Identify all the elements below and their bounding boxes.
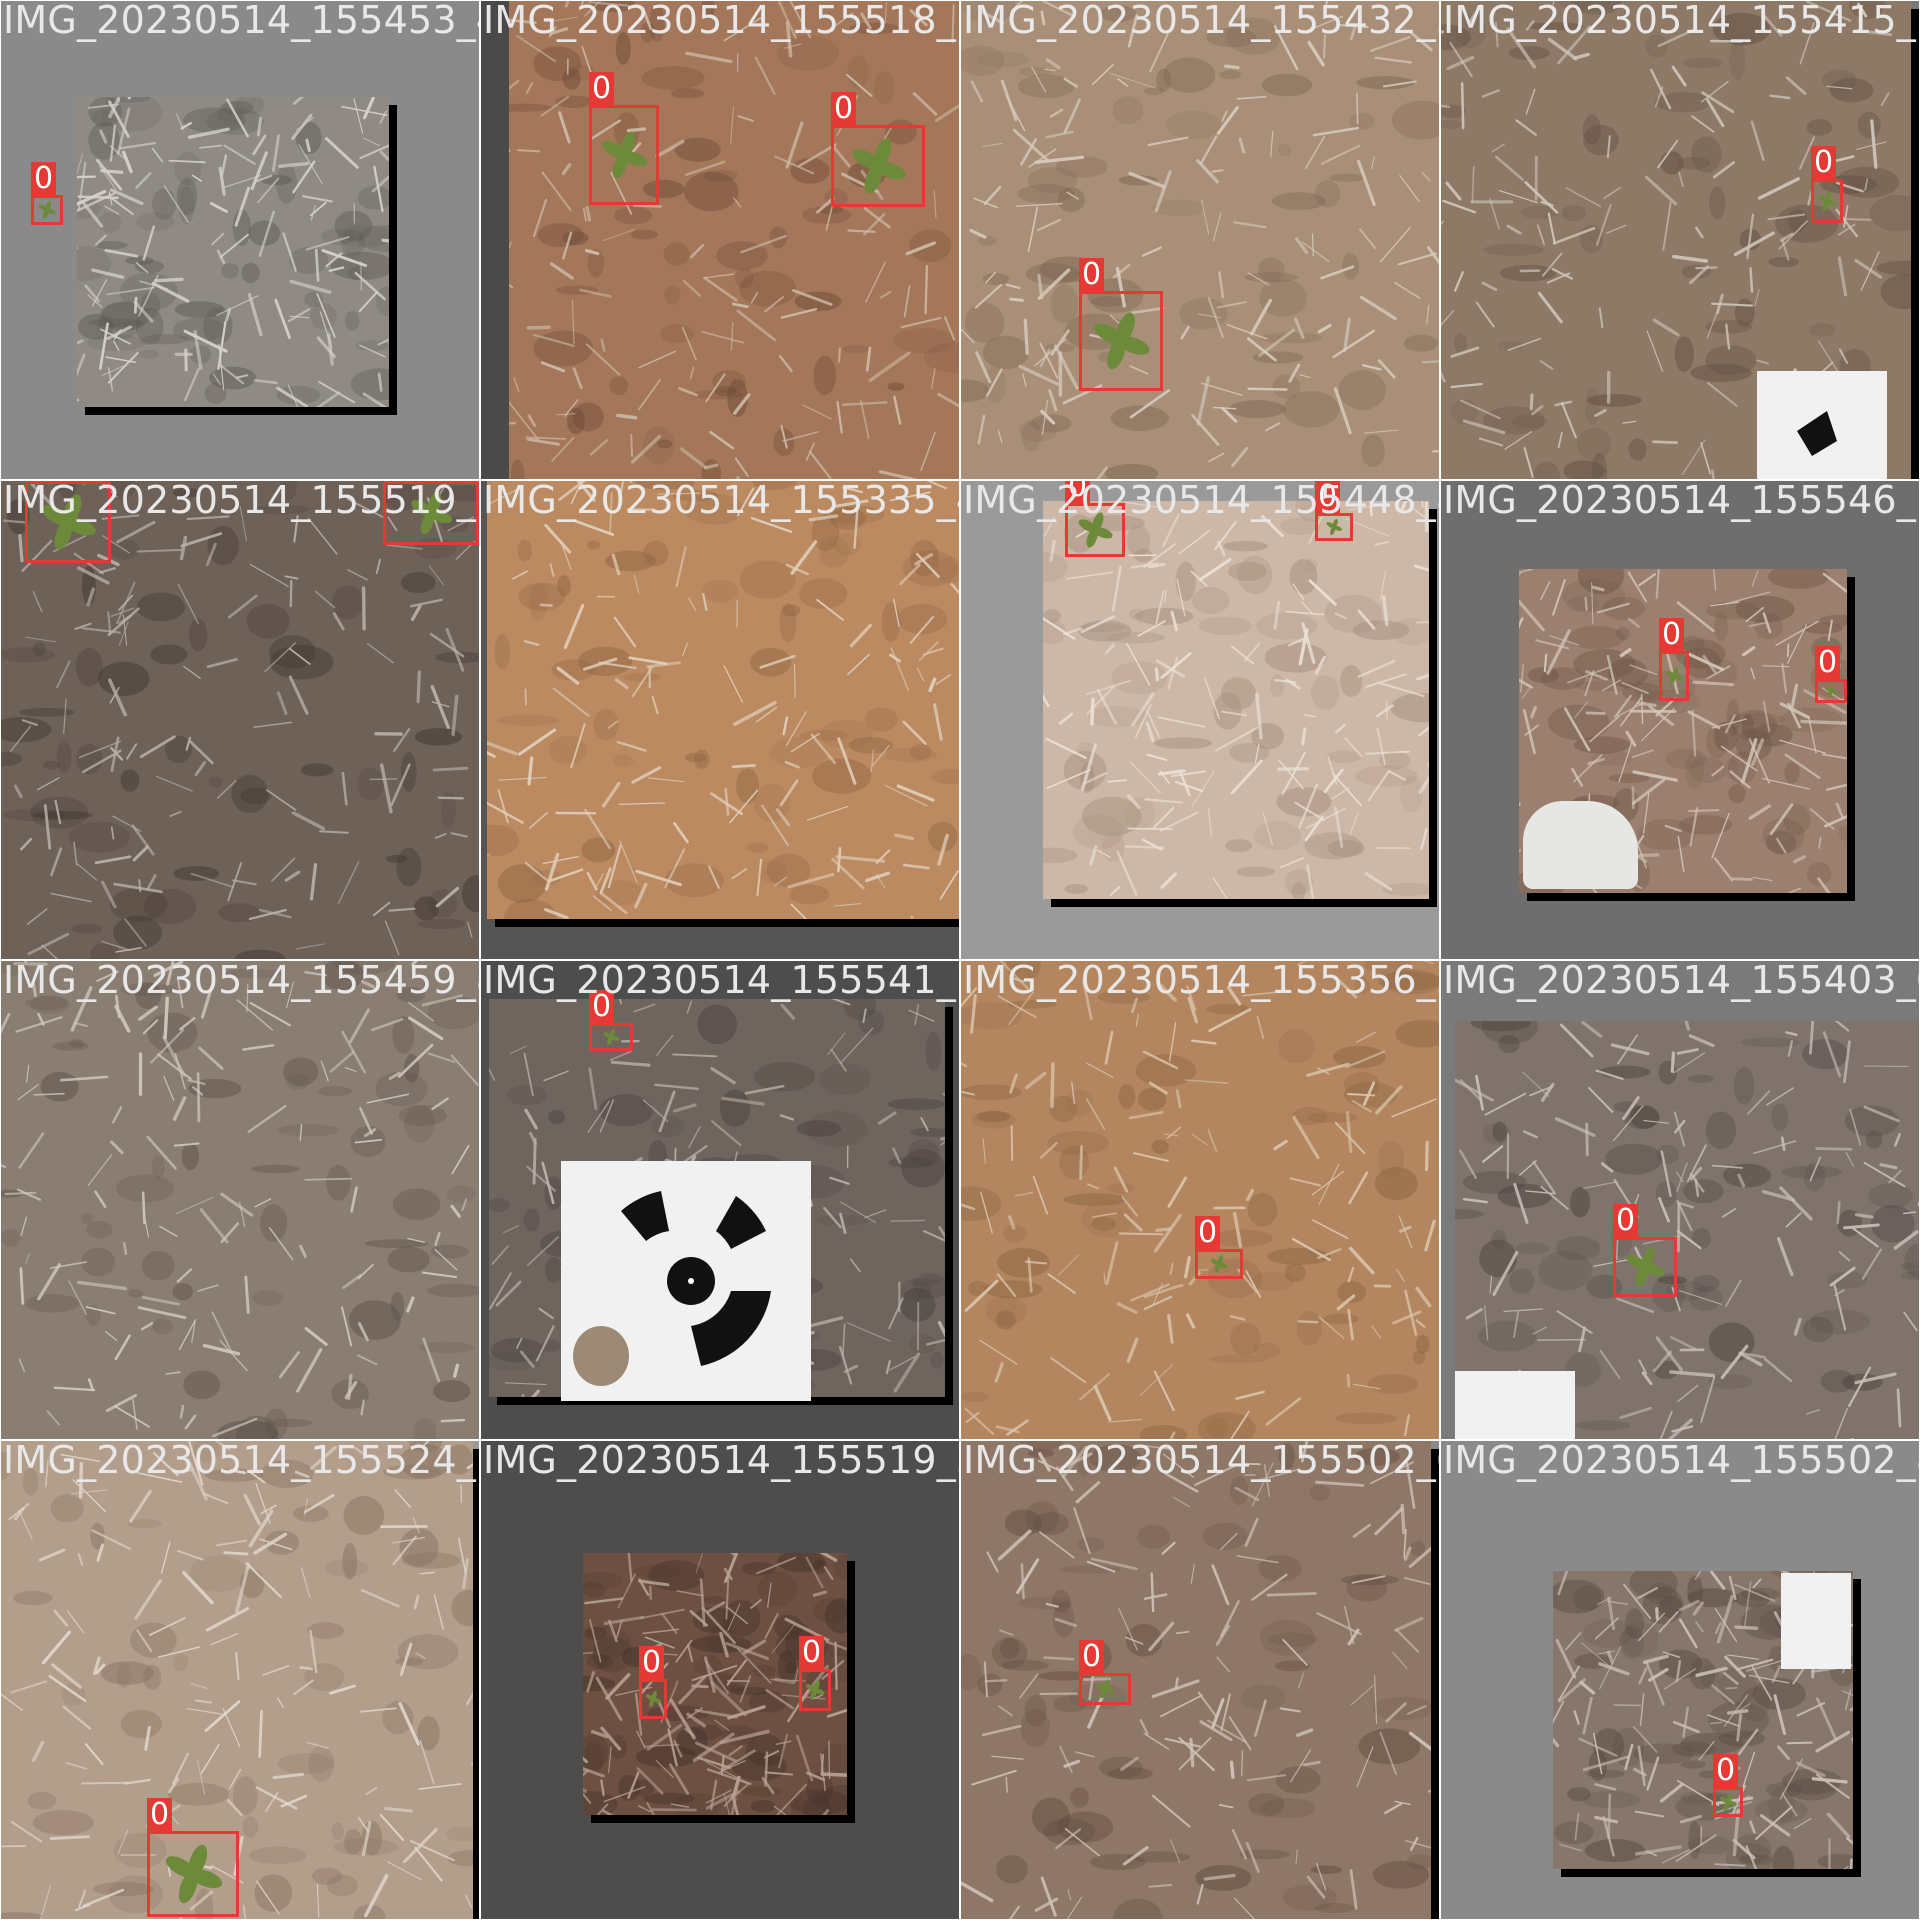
seedling	[645, 1690, 662, 1708]
image-filename: IMG_20230514_155453_4.jpg	[3, 1, 479, 42]
soil-photo	[487, 481, 959, 919]
class-label: 0	[1079, 1640, 1105, 1674]
detection-box: 0	[1079, 1640, 1131, 1705]
seedling	[1326, 518, 1343, 536]
seedling	[1626, 1247, 1665, 1287]
class-label: 0	[1065, 481, 1091, 504]
class-label: 0	[1613, 1204, 1639, 1238]
class-label: 0	[25, 481, 51, 482]
seedling	[602, 131, 648, 179]
detection-box: 0	[799, 1636, 831, 1711]
seedling	[1719, 1793, 1737, 1811]
class-label: 0	[1815, 646, 1841, 680]
class-label: 0	[1195, 1216, 1221, 1250]
class-label: 0	[639, 1646, 665, 1680]
calibration-target	[1455, 1371, 1575, 1439]
soil-photo	[961, 1, 1439, 479]
seedling	[1096, 1679, 1115, 1699]
detection-box: 0	[1713, 1754, 1743, 1817]
detection-box: 0	[1065, 481, 1125, 557]
calibration-target-graphic	[573, 1191, 771, 1386]
image-tile: IMG_20230514_155459_8.jpg	[1, 961, 479, 1439]
image-tile: 0 IMG_20230514_155403_0.jpg	[1441, 961, 1919, 1439]
seedling	[1818, 191, 1837, 211]
image-filename: IMG_20230514_155546_7.jpg	[1443, 481, 1919, 522]
seedling	[38, 201, 56, 219]
detection-box: 0	[831, 92, 925, 207]
image-tile: 0 IMG_20230514_155502_8.jpg	[1441, 1441, 1919, 1919]
detection-box: 0	[31, 162, 63, 225]
class-label: 0	[31, 162, 57, 196]
seedling	[1094, 312, 1150, 370]
class-label: 0	[799, 1636, 825, 1670]
detection-box: 0	[1079, 258, 1163, 391]
image-filename: IMG_20230514_155519_5.jpg	[483, 1441, 959, 1482]
image-tile: 0 0 IMG_20230514_155519_5.jpg	[481, 1441, 959, 1919]
image-tile: 0 0 IMG_20230514_155546_7.jpg	[1441, 481, 1919, 959]
class-label: 0	[589, 990, 615, 1024]
soil-photo	[1043, 501, 1429, 899]
detection-box: 0	[589, 72, 659, 205]
seedling	[165, 1844, 223, 1904]
seedling	[603, 1028, 620, 1046]
seedling	[806, 1680, 825, 1700]
image-filename: IMG_20230514_155403_0.jpg	[1443, 961, 1919, 1002]
soil-photo	[77, 97, 389, 407]
detection-box: 0	[1811, 146, 1843, 223]
class-label: 0	[383, 481, 409, 482]
class-label: 0	[1659, 618, 1685, 652]
calibration-target	[1757, 371, 1887, 479]
detection-box: 0	[383, 481, 479, 545]
soil-photo	[583, 1553, 847, 1815]
detection-box: 0	[589, 990, 633, 1051]
detection-box: 0	[639, 1646, 667, 1719]
soil-photo	[509, 1, 959, 479]
detection-box: 0	[1659, 618, 1689, 701]
detection-box: 0	[25, 481, 111, 563]
soil-photo	[961, 1441, 1431, 1919]
detection-box: 0	[1315, 481, 1353, 541]
seedling	[852, 138, 906, 194]
class-label: 0	[1315, 481, 1341, 514]
image-tile: IMG_20230514_155335_4.jpg	[481, 481, 959, 959]
soil-photo	[1, 961, 479, 1439]
class-label: 0	[147, 1798, 173, 1832]
image-filename: IMG_20230514_155541_11.jpg	[483, 961, 959, 1002]
soil-photo	[961, 961, 1439, 1439]
soil-photo	[1441, 1, 1911, 479]
detection-box: 0	[1613, 1204, 1677, 1297]
class-label: 0	[1079, 258, 1105, 292]
detection-box: 0	[1195, 1216, 1243, 1279]
image-filename: IMG_20230514_155502_8.jpg	[1443, 1441, 1919, 1482]
seedling	[1665, 667, 1683, 685]
calibration-target-graphic	[1797, 411, 1837, 456]
soil-photo	[1455, 1021, 1919, 1439]
seedling	[1210, 1255, 1228, 1273]
seedling	[411, 491, 453, 535]
image-tile: 0 IMG_20230514_155453_4.jpg	[1, 1, 479, 479]
seedling	[1078, 512, 1113, 548]
shoe	[1523, 801, 1638, 889]
detection-box: 0	[1815, 646, 1847, 703]
detection-box: 0	[147, 1798, 239, 1917]
class-label: 0	[589, 72, 615, 106]
calibration-target	[561, 1161, 811, 1401]
class-label: 0	[831, 92, 857, 126]
class-label: 0	[1811, 146, 1837, 180]
seedling	[1824, 684, 1838, 698]
seedling	[42, 494, 96, 550]
class-label: 0	[1713, 1754, 1739, 1788]
calibration-target	[1781, 1573, 1851, 1669]
